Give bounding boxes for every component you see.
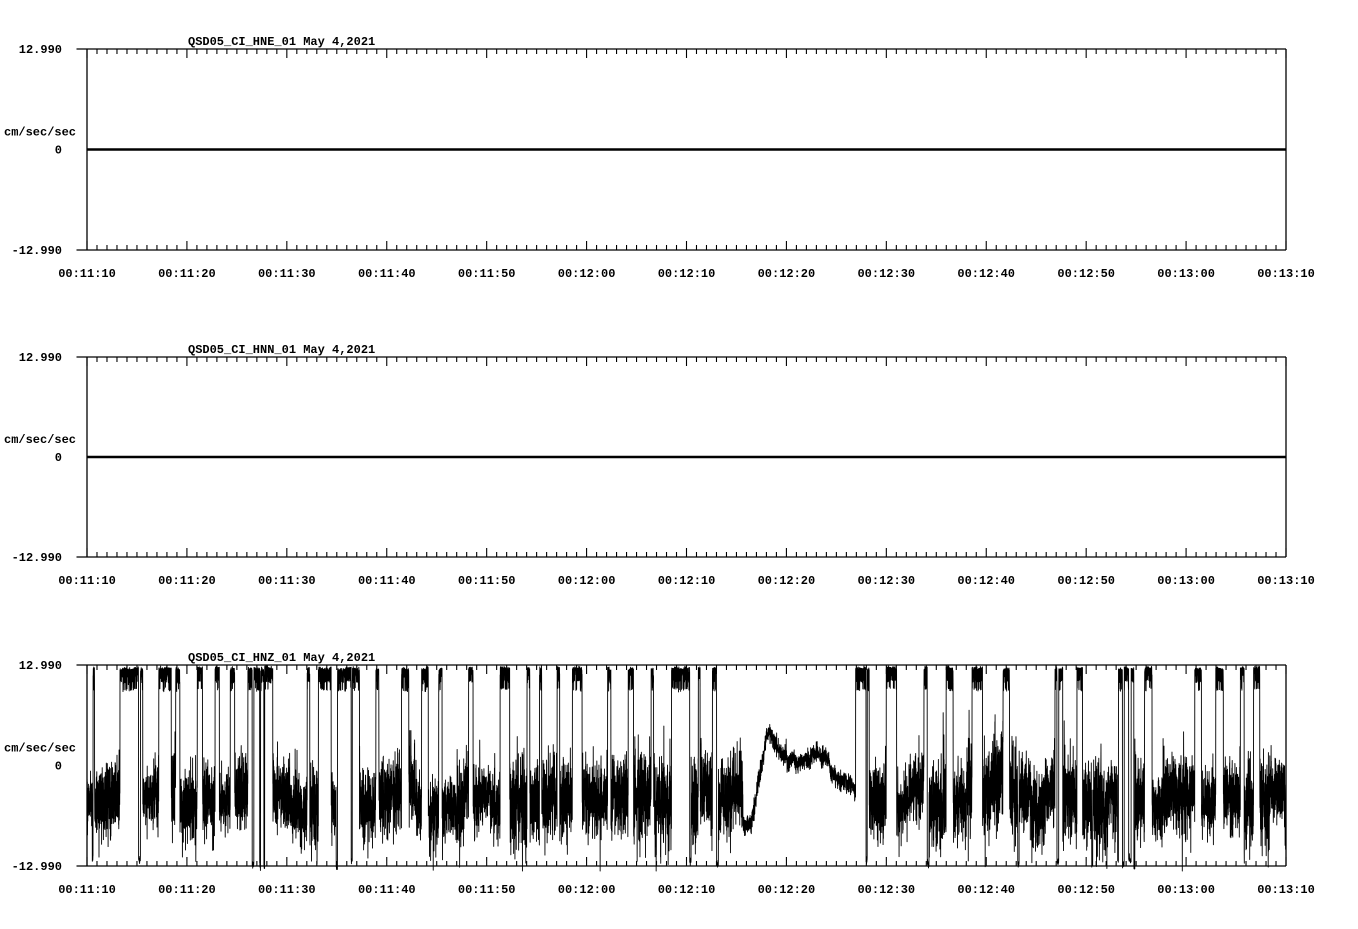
svg-text:00:12:50: 00:12:50 (1057, 883, 1115, 897)
svg-text:QSD05_CI_HNZ_01 May 4,2021: QSD05_CI_HNZ_01 May 4,2021 (188, 651, 375, 665)
svg-text:-12.990: -12.990 (12, 244, 62, 258)
svg-text:00:13:00: 00:13:00 (1157, 574, 1215, 588)
svg-text:00:12:10: 00:12:10 (658, 267, 716, 281)
svg-text:00:11:30: 00:11:30 (258, 883, 316, 897)
svg-text:QSD05_CI_HNN_01 May 4,2021: QSD05_CI_HNN_01 May 4,2021 (188, 343, 375, 357)
svg-text:00:12:20: 00:12:20 (758, 574, 816, 588)
svg-text:00:12:30: 00:12:30 (857, 883, 915, 897)
svg-text:00:11:30: 00:11:30 (258, 574, 316, 588)
svg-text:00:12:50: 00:12:50 (1057, 574, 1115, 588)
svg-text:00:12:00: 00:12:00 (558, 574, 616, 588)
svg-text:00:11:20: 00:11:20 (158, 883, 216, 897)
svg-text:00:11:40: 00:11:40 (358, 574, 416, 588)
svg-text:00:11:50: 00:11:50 (458, 574, 516, 588)
svg-text:00:12:10: 00:12:10 (658, 883, 716, 897)
svg-text:00:13:10: 00:13:10 (1257, 267, 1315, 281)
svg-text:00:12:40: 00:12:40 (957, 883, 1015, 897)
svg-text:00:11:10: 00:11:10 (58, 267, 116, 281)
svg-text:00:11:10: 00:11:10 (58, 883, 116, 897)
svg-text:12.990: 12.990 (19, 43, 62, 57)
svg-text:00:12:40: 00:12:40 (957, 267, 1015, 281)
svg-text:-12.990: -12.990 (12, 551, 62, 565)
svg-text:cm/sec/sec: cm/sec/sec (4, 742, 76, 756)
svg-text:00:12:40: 00:12:40 (957, 574, 1015, 588)
svg-text:00:11:20: 00:11:20 (158, 267, 216, 281)
svg-text:00:12:30: 00:12:30 (857, 574, 915, 588)
svg-text:00:12:30: 00:12:30 (857, 267, 915, 281)
svg-text:00:11:40: 00:11:40 (358, 883, 416, 897)
svg-text:0: 0 (55, 451, 62, 465)
svg-text:00:13:10: 00:13:10 (1257, 883, 1315, 897)
svg-text:-12.990: -12.990 (12, 860, 62, 874)
svg-text:00:12:00: 00:12:00 (558, 267, 616, 281)
svg-text:00:12:20: 00:12:20 (758, 883, 816, 897)
svg-text:cm/sec/sec: cm/sec/sec (4, 433, 76, 447)
svg-text:00:13:00: 00:13:00 (1157, 883, 1215, 897)
svg-text:00:12:20: 00:12:20 (758, 267, 816, 281)
svg-text:00:13:00: 00:13:00 (1157, 267, 1215, 281)
svg-text:12.990: 12.990 (19, 659, 62, 673)
svg-text:00:12:10: 00:12:10 (658, 574, 716, 588)
svg-text:00:11:30: 00:11:30 (258, 267, 316, 281)
svg-text:12.990: 12.990 (19, 351, 62, 365)
svg-text:00:11:20: 00:11:20 (158, 574, 216, 588)
svg-text:00:11:40: 00:11:40 (358, 267, 416, 281)
svg-text:cm/sec/sec: cm/sec/sec (4, 126, 76, 140)
svg-text:00:13:10: 00:13:10 (1257, 574, 1315, 588)
svg-text:00:11:10: 00:11:10 (58, 574, 116, 588)
svg-text:00:11:50: 00:11:50 (458, 883, 516, 897)
svg-text:0: 0 (55, 760, 62, 774)
svg-text:QSD05_CI_HNE_01 May 4,2021: QSD05_CI_HNE_01 May 4,2021 (188, 35, 375, 49)
svg-text:00:12:50: 00:12:50 (1057, 267, 1115, 281)
svg-text:00:11:50: 00:11:50 (458, 267, 516, 281)
svg-text:0: 0 (55, 144, 62, 158)
svg-text:00:12:00: 00:12:00 (558, 883, 616, 897)
